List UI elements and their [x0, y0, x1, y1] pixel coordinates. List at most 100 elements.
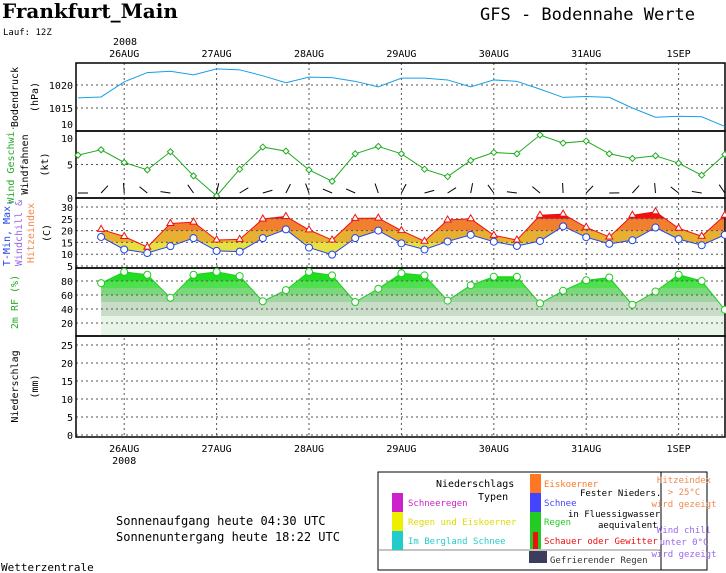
humidity-point	[420, 271, 429, 280]
humidity-point	[143, 270, 152, 279]
humidity-point	[720, 305, 726, 314]
wind-point	[559, 139, 567, 147]
model-title: GFS - Bodennahe Werte	[480, 5, 695, 25]
wind-point	[443, 172, 452, 181]
temperature-point	[397, 239, 406, 248]
wind-point	[259, 143, 267, 151]
tmax-point	[281, 211, 291, 219]
wind-barb	[400, 183, 407, 194]
tmax-point	[512, 235, 522, 243]
temperature-point	[559, 222, 568, 231]
wind-point	[166, 148, 175, 156]
y-tick-label: 15	[61, 238, 73, 249]
wind-barb	[585, 185, 594, 194]
wind-point	[143, 166, 152, 174]
unit-label: (hPa)	[30, 82, 41, 112]
tmax-point	[535, 210, 545, 218]
unit-label: (mm)	[30, 374, 41, 398]
wind-barb	[262, 189, 273, 194]
credit: Wetterzentrale	[1, 561, 94, 573]
legend-swatch	[530, 512, 541, 531]
windfahnen-ylabel: Windfahnen	[20, 134, 31, 194]
temperature-point	[328, 250, 337, 259]
legend-swatch	[530, 493, 541, 512]
temperature-point	[143, 249, 152, 258]
humidity-point	[489, 272, 498, 281]
wind-barb	[532, 186, 541, 194]
tmax-point	[604, 231, 614, 240]
tmax-point	[142, 242, 152, 250]
humidity-point	[374, 284, 383, 293]
humidity-point	[235, 272, 244, 281]
pressure-series-line	[77, 68, 725, 127]
precip-panel-frame	[75, 335, 726, 438]
year-bottom: 2008	[112, 456, 136, 467]
day-label-top: 29AUG	[386, 49, 416, 60]
y-tick-label: 1015	[49, 104, 73, 115]
wind-barb	[374, 183, 379, 194]
day-label-bottom: 27AUG	[202, 444, 232, 455]
y-tick-label: 0	[67, 194, 73, 205]
legend-title-1: Niederschlags	[436, 479, 514, 490]
y-tick-label: 10	[61, 134, 73, 145]
humidity-point	[351, 298, 360, 306]
humidity-point	[305, 267, 313, 276]
day-label-bottom: 29AUG	[386, 444, 416, 455]
tmax-point	[697, 231, 707, 239]
temperature-point	[582, 233, 591, 242]
humidity-point	[328, 271, 337, 280]
humidity-point	[189, 270, 198, 279]
temperature-point	[235, 247, 244, 256]
rh-band	[101, 288, 725, 295]
sunrise-text: Sonnenaufgang heute 04:30 UTC	[116, 514, 326, 528]
humidity-point	[443, 296, 452, 305]
wind-point	[420, 165, 429, 173]
day-label-top: 31AUG	[571, 49, 601, 60]
unit-label: (C)	[42, 224, 53, 242]
humidity-point	[605, 273, 614, 282]
rh-band	[101, 281, 725, 288]
temperature-point	[536, 236, 544, 245]
temperature-point	[120, 245, 129, 254]
tmax-point	[327, 235, 337, 243]
tmax-point	[443, 214, 452, 223]
wind-point	[189, 172, 198, 180]
wind-point	[351, 150, 359, 158]
legend-note-1: Fester Nieders.	[580, 489, 661, 499]
legend-item-label: Regen und Eiskoerner	[408, 518, 517, 528]
freezing-rain-label: Gefrierender Regen	[550, 556, 648, 566]
temperature-point	[628, 236, 637, 245]
tmax-point	[119, 231, 129, 239]
tmax-point	[720, 210, 726, 218]
wind-point	[513, 150, 521, 158]
wind-barb	[123, 182, 125, 194]
tmax-point	[350, 213, 360, 221]
tmax-point	[558, 209, 568, 217]
temperature-point	[166, 242, 175, 251]
tmax-point	[189, 217, 198, 225]
wind-barb	[160, 191, 171, 194]
humidity-point	[97, 279, 106, 288]
year-top: 2008	[113, 37, 137, 48]
wind-barb	[718, 184, 726, 194]
legend-swatch	[392, 531, 403, 550]
wind-barb	[322, 188, 333, 194]
humidity-point	[166, 293, 175, 302]
wind-barb	[345, 188, 356, 194]
y-tick-label: 30	[61, 203, 73, 214]
tmax-point	[674, 223, 683, 231]
legend-item-label: Schauer oder Gewitter	[544, 537, 658, 547]
humidity-point	[582, 276, 591, 285]
rh-band	[101, 295, 725, 302]
wind-barb	[239, 187, 249, 194]
chill-note-1: Wind chill	[657, 526, 711, 536]
heat-note-1: Hitzeindex	[657, 476, 712, 486]
tmax-point	[166, 218, 175, 227]
wind-barb	[100, 185, 109, 194]
y-tick-label: 10	[61, 395, 73, 406]
wind-point	[374, 142, 383, 151]
y-tick-label: 80	[61, 277, 73, 288]
day-label-bottom: 28AUG	[294, 444, 324, 455]
wind-point	[74, 151, 82, 159]
